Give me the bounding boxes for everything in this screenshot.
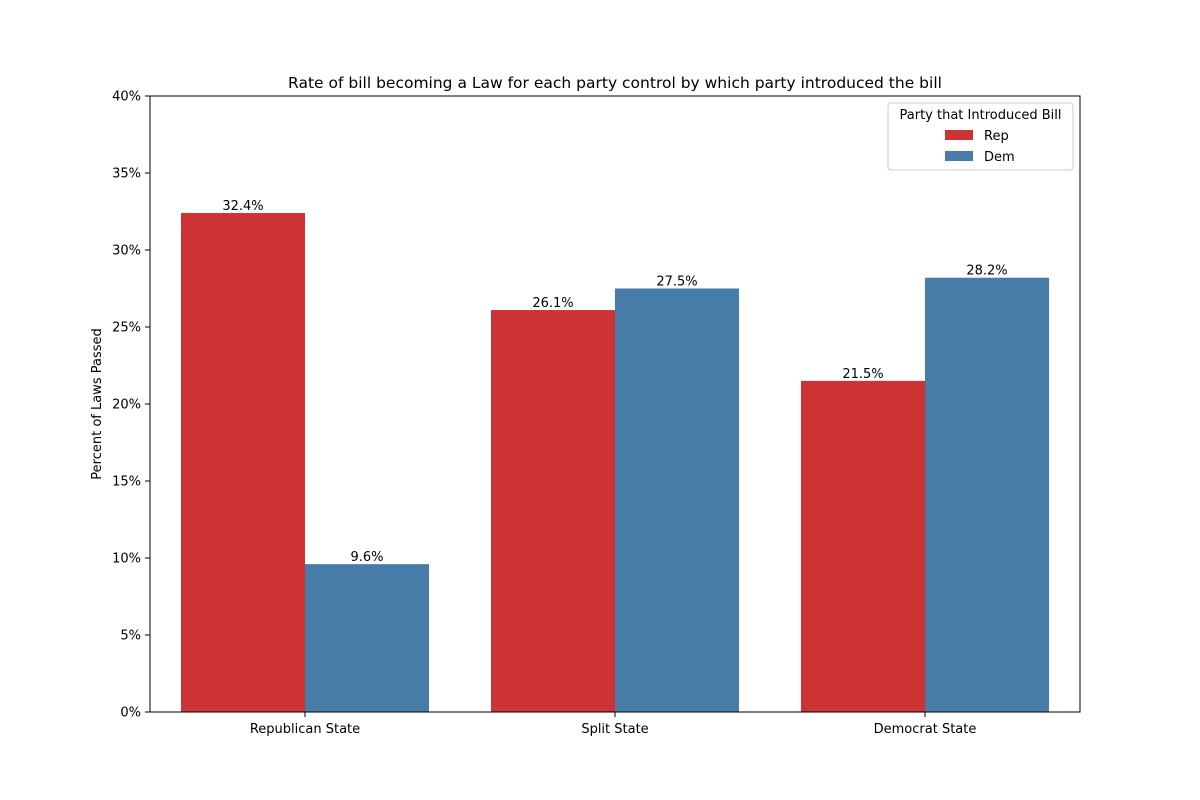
y-tick-label: 20% xyxy=(112,398,141,413)
y-tick-label: 0% xyxy=(120,706,141,721)
legend-swatch-dem xyxy=(945,151,973,161)
bar-rep-2 xyxy=(491,310,615,712)
y-tick-label: 25% xyxy=(112,321,141,336)
bar-value-label: 27.5% xyxy=(656,275,697,290)
y-tick-label: 40% xyxy=(112,90,141,105)
bar-rep-3 xyxy=(801,380,925,712)
y-axis: 0% 5% 10% 15% 20% 25% 30% 35% 40% xyxy=(112,90,150,721)
legend-label-rep: Rep xyxy=(984,129,1009,144)
bar-value-label: 28.2% xyxy=(966,264,1007,279)
legend-box xyxy=(887,102,1074,171)
legend: Party that Introduced Bill Rep Dem xyxy=(887,102,1074,171)
bar-dem-3 xyxy=(925,277,1049,712)
x-tick-label: Republican State xyxy=(250,722,360,737)
bar-dem-2 xyxy=(615,288,739,712)
bar-value-label: 26.1% xyxy=(532,296,573,311)
bar-value-label: 32.4% xyxy=(222,199,263,214)
y-tick-label: 15% xyxy=(112,475,141,490)
bars-group xyxy=(181,213,1049,713)
x-tick-label: Split State xyxy=(581,722,648,737)
y-axis-label: Percent of Laws Passed xyxy=(90,328,105,479)
plot-frame xyxy=(149,95,1081,713)
bar-value-label: 21.5% xyxy=(842,367,883,382)
y-tick-label: 35% xyxy=(112,167,141,182)
data-labels-group: 32.4% 9.6% 26.1% 27.5% 21.5% 28.2% xyxy=(222,199,1007,565)
bar-value-label: 9.6% xyxy=(350,550,383,565)
legend-label-dem: Dem xyxy=(984,150,1015,165)
bar-rep-1 xyxy=(181,213,305,713)
x-tick-label: Democrat State xyxy=(874,722,977,737)
y-tick-label: 5% xyxy=(120,629,141,644)
y-tick-label: 10% xyxy=(112,552,141,567)
bar-dem-1 xyxy=(305,564,429,712)
y-tick-label: 30% xyxy=(112,244,141,259)
legend-items: Rep Dem xyxy=(945,129,1015,165)
chart-title: Rate of bill becoming a Law for each par… xyxy=(288,74,942,92)
legend-title: Party that Introduced Bill xyxy=(900,108,1062,123)
legend-swatch-rep xyxy=(945,130,973,140)
x-axis: Republican State Split State Democrat Stat… xyxy=(250,712,977,737)
